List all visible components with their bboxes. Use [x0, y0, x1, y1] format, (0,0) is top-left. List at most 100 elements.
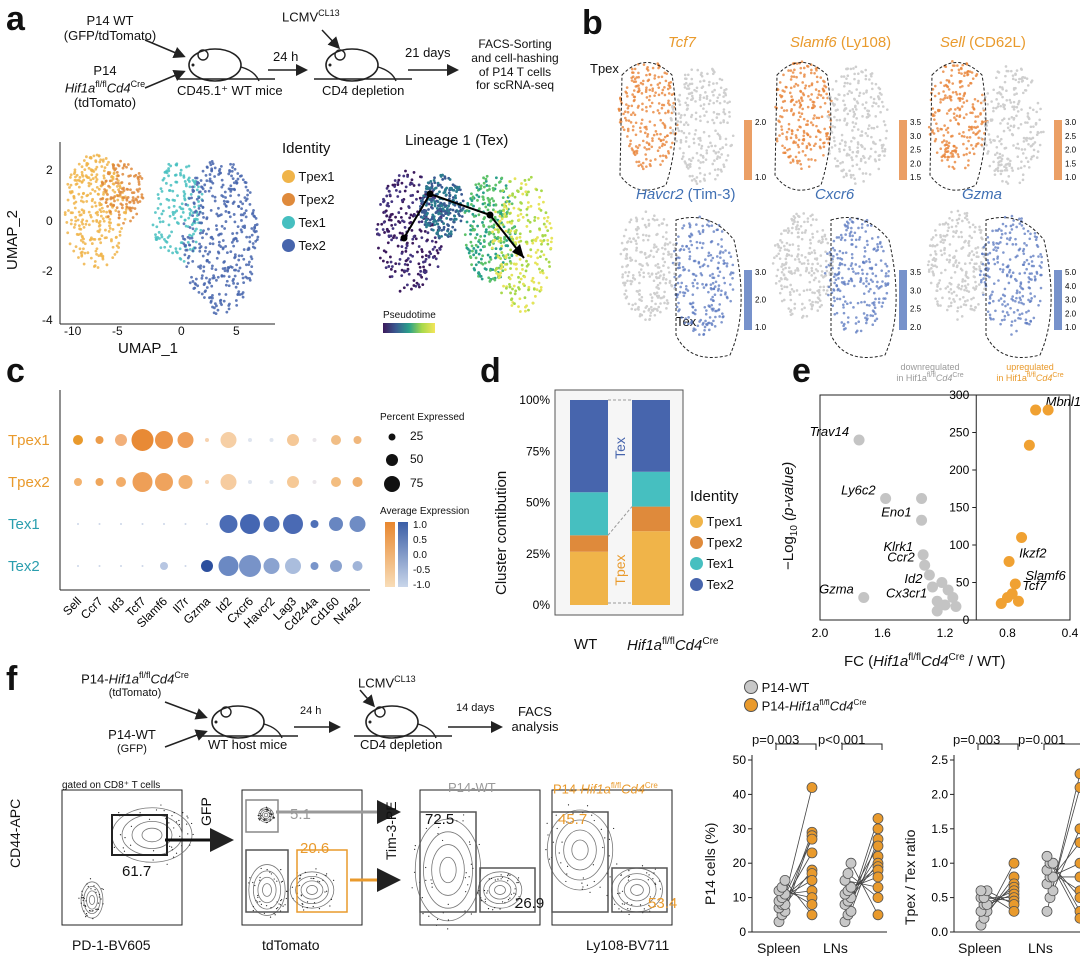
umap-cell — [244, 275, 248, 279]
lineage-cell — [417, 183, 421, 187]
feature-cell — [959, 66, 963, 70]
lineage-cell — [449, 208, 452, 211]
scale-tick: 3.5 — [910, 118, 922, 127]
feature-cell — [1026, 160, 1030, 164]
feature-cell — [695, 89, 698, 93]
umap-cell — [186, 261, 190, 265]
umap-ytick: -4 — [42, 313, 53, 327]
feature-cell — [632, 99, 636, 103]
feature-cell — [972, 152, 976, 156]
scale-tick: 1.0 — [755, 323, 767, 332]
lineage-cell — [418, 196, 422, 200]
lineage-cell — [484, 177, 488, 181]
lineage-cell — [438, 190, 441, 194]
lineage-cell — [534, 239, 538, 243]
lineage-cell — [484, 179, 488, 183]
feature-cell — [799, 104, 802, 107]
lineage-cell — [525, 240, 529, 244]
umap-cell — [239, 200, 243, 204]
feature-cell — [851, 150, 855, 154]
p14-hif-label: P14 Hif1afl/flCd4Cre (tdTomato) — [64, 63, 146, 111]
feature-cell — [782, 273, 786, 277]
lineage-cell — [535, 288, 539, 292]
umap-cell — [208, 173, 212, 176]
lineage-cell — [496, 228, 499, 231]
umap-cell — [203, 296, 206, 299]
feature-cell — [973, 262, 977, 266]
feature-cell — [854, 263, 858, 266]
feature-cell — [698, 232, 702, 235]
lineage-cell — [454, 210, 458, 213]
umap-cell — [77, 178, 80, 182]
feature-cell — [720, 320, 723, 324]
feature-cell — [665, 140, 668, 144]
umap-cell — [232, 187, 236, 191]
feature-cell — [966, 283, 970, 286]
feature-cell — [851, 234, 854, 238]
feature-cell — [626, 127, 630, 131]
umap-cell — [74, 219, 78, 223]
feature-cell — [649, 311, 653, 314]
lineage-cell — [412, 284, 416, 287]
umap-cell — [165, 240, 169, 244]
feature-cell — [959, 230, 963, 234]
umap-cell — [120, 203, 124, 207]
feature-cell — [1018, 181, 1022, 185]
feature-cell — [635, 160, 638, 164]
feature-cell — [1011, 77, 1015, 81]
feature-cell — [780, 128, 784, 131]
umap-cell — [194, 240, 198, 244]
feature-cell — [705, 149, 709, 152]
feature-cell — [954, 249, 958, 253]
lineage-cell — [426, 223, 430, 227]
volcano-ytick: 300 — [949, 388, 969, 402]
lineage-cell — [531, 241, 535, 245]
umap-cell — [77, 256, 80, 259]
feature-cell — [817, 280, 821, 283]
lineage-cell — [491, 268, 495, 272]
umap-cell — [117, 213, 121, 217]
feature-cell — [715, 116, 719, 119]
volcano-ytick: 200 — [949, 463, 969, 477]
feature-cell — [851, 173, 855, 177]
feature-cell — [939, 81, 943, 84]
feature-cell — [697, 143, 701, 146]
feature-cell — [780, 125, 783, 128]
feature-cell — [644, 234, 648, 237]
umap-cell — [241, 178, 245, 182]
dotplot-dot — [269, 438, 274, 442]
feature-cell — [1018, 296, 1022, 300]
feature-cell — [949, 304, 953, 308]
feature-cell — [834, 278, 838, 282]
umap-cell — [112, 171, 116, 175]
umap-cell — [107, 184, 111, 188]
umap-cell — [244, 185, 248, 189]
umap-cell — [197, 181, 201, 185]
lineage-cell — [505, 207, 509, 210]
feature-cell — [1021, 91, 1025, 95]
umap-xlabel: UMAP_1 — [118, 340, 179, 357]
lcmv-label: LCMVCL13 — [282, 8, 340, 25]
feature-cell — [832, 136, 836, 139]
lineage-cell — [535, 188, 539, 192]
umap-cell — [104, 157, 108, 160]
feature-cell — [1029, 125, 1033, 129]
feature-cell — [796, 143, 800, 147]
feature-cell — [794, 82, 798, 86]
umap-cell — [225, 251, 229, 255]
feature-cell — [939, 287, 942, 291]
umap-cell — [163, 237, 166, 241]
umap-cell — [250, 227, 254, 230]
lineage-cell — [417, 245, 421, 248]
feature-cell — [987, 261, 990, 265]
feature-cell — [676, 120, 680, 123]
feature-cell — [629, 142, 632, 146]
lineage-cell — [384, 266, 388, 270]
umap-cell — [219, 171, 223, 175]
umap-cell — [190, 234, 194, 238]
feature-cell — [693, 278, 697, 282]
feature-cell — [989, 118, 993, 121]
feature-cell — [658, 281, 662, 285]
umap-cell — [185, 165, 188, 169]
lineage-cell — [546, 242, 550, 246]
